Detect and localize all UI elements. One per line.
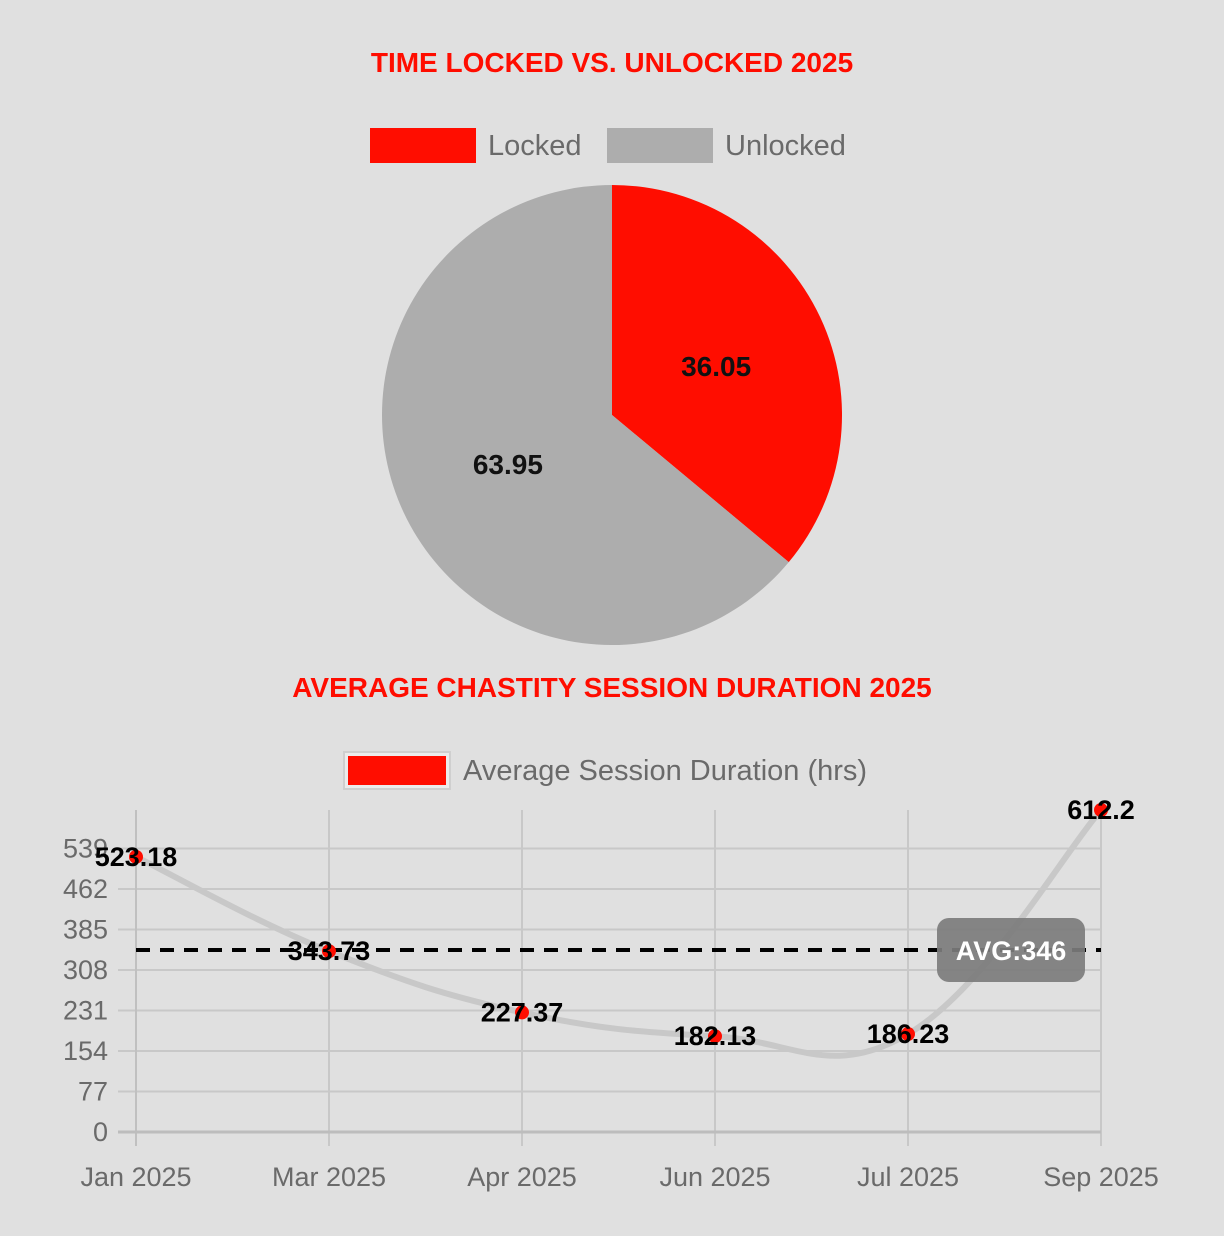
pie-slice-label-unlocked: 63.95	[473, 449, 543, 480]
legend-label-locked: Locked	[488, 130, 582, 162]
y-tick-label: 385	[63, 915, 108, 945]
average-label-box	[937, 918, 1085, 983]
data-point[interactable]	[515, 1005, 529, 1020]
x-tick-label: Sep 2025	[1043, 1162, 1159, 1192]
line-axes	[118, 810, 1101, 1146]
legend-swatch-average-session-duration[interactable]	[348, 756, 446, 785]
y-tick-label: 0	[93, 1117, 108, 1147]
pie-slice-label-locked: 36.05	[681, 351, 751, 382]
pie-chart: TIME LOCKED VS. UNLOCKED 2025 Locked Unlo…	[370, 47, 853, 645]
line-legend[interactable]: Average Session Duration (hrs)	[343, 751, 867, 790]
line-grid	[118, 810, 1102, 1146]
y-tick-label: 308	[63, 955, 108, 985]
pie-slice-unlocked[interactable]	[381, 185, 789, 645]
data-point-label: 182.13	[674, 1021, 757, 1051]
x-tick-label: Apr 2025	[467, 1162, 577, 1192]
data-point[interactable]	[708, 1029, 722, 1044]
line-chart: AVERAGE CHASTITY SESSION DURATION 2025 A…	[63, 672, 1159, 1192]
y-tick-label: 462	[63, 874, 108, 904]
line-points	[129, 803, 1108, 1044]
average-line: AVG:346	[136, 918, 1101, 983]
pie-slices	[381, 185, 842, 645]
legend-swatch-unlocked[interactable]	[607, 128, 713, 163]
data-point-label: 186.23	[867, 1019, 950, 1049]
x-tick-label: Jun 2025	[659, 1162, 770, 1192]
x-tick-label: Mar 2025	[272, 1162, 386, 1192]
line-chart-title: AVERAGE CHASTITY SESSION DURATION 2025	[292, 672, 931, 703]
pie-slice-labels: 36.05 63.95	[473, 351, 751, 480]
average-label: AVG:346	[956, 936, 1067, 966]
data-point-label: 523.18	[95, 842, 178, 872]
line-tick-labels: 0 77 154 231 308 385 462 539 Jan 2025 Mar 2025 Apr…	[63, 834, 1159, 1192]
y-tick-label: 539	[63, 834, 108, 864]
x-tick-label: Jul 2025	[857, 1162, 959, 1192]
y-tick-label: 231	[63, 996, 108, 1026]
legend-label-average-session-duration: Average Session Duration (hrs)	[463, 755, 867, 787]
y-tick-label: 77	[78, 1077, 108, 1107]
line-data-labels: 523.18 343.73 227.37 182.13 186.23 612.2	[95, 795, 1135, 1051]
line-series	[133, 807, 1104, 1059]
data-point[interactable]	[129, 849, 143, 864]
series-line	[133, 807, 1104, 1059]
legend-swatch-locked[interactable]	[370, 128, 476, 163]
y-tick-label: 154	[63, 1036, 108, 1066]
pie-slice-locked[interactable]	[612, 185, 842, 563]
legend-label-unlocked: Unlocked	[725, 130, 846, 162]
data-point-label: 612.2	[1067, 795, 1135, 825]
data-point[interactable]	[322, 944, 336, 959]
data-point-label: 343.73	[288, 936, 371, 966]
data-point[interactable]	[901, 1027, 915, 1042]
x-tick-label: Jan 2025	[80, 1162, 191, 1192]
data-point[interactable]	[1094, 803, 1108, 817]
pie-chart-title: TIME LOCKED VS. UNLOCKED 2025	[371, 47, 853, 78]
data-point-label: 227.37	[481, 997, 564, 1027]
pie-legend[interactable]: Locked Unlocked	[370, 128, 846, 163]
